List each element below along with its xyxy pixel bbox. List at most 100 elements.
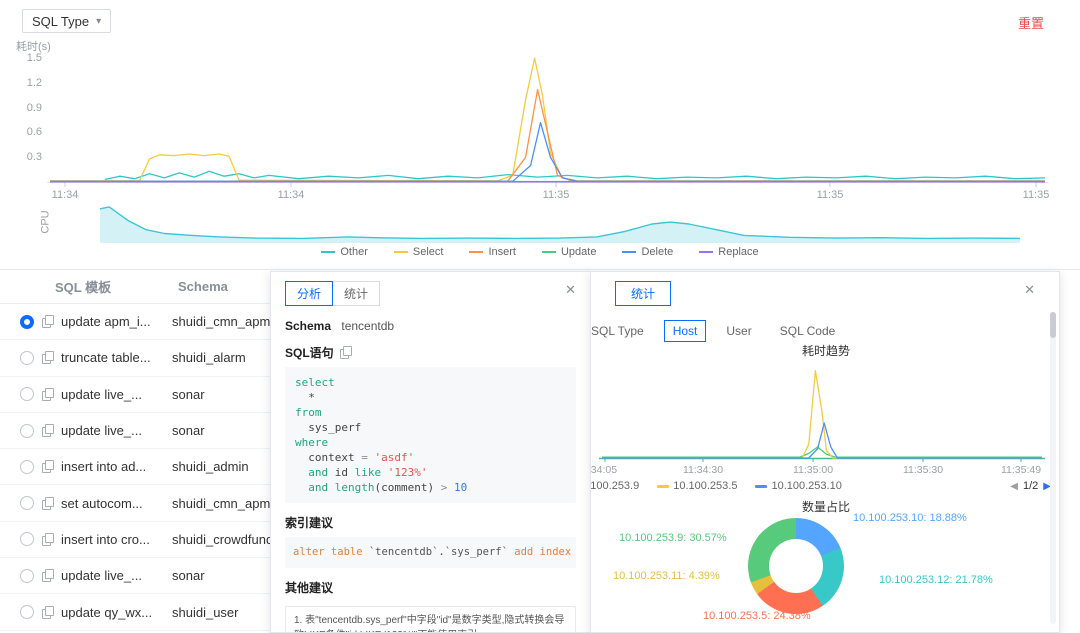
tab-user[interactable]: User [726, 324, 752, 338]
statistics-button[interactable]: 统计 [615, 281, 672, 306]
tab-sql-type[interactable]: SQL Type [591, 324, 644, 338]
legend-item[interactable]: Insert [469, 246, 516, 258]
legend-label: Update [560, 246, 597, 258]
section-divider [0, 269, 1080, 270]
close-icon[interactable]: ✕ [1024, 282, 1035, 297]
index-suggestion-label: 索引建议 [285, 516, 334, 530]
radio-button[interactable] [20, 532, 34, 547]
legend-item[interactable]: 10.100.253.5 [657, 480, 737, 492]
code-token [381, 466, 388, 479]
copy-icon[interactable] [42, 605, 54, 619]
code-token: (comment) [374, 481, 435, 494]
sql-table-body: update apm_i... shuidi_cmn_apm truncate ta… [0, 304, 270, 631]
legend-pagination: ◀ 1/2 ▶ [1010, 480, 1051, 492]
host-trend-chart [599, 369, 1045, 462]
trend-x-tick-label: 11:34:30 [682, 464, 724, 476]
sql-type-dropdown[interactable]: SQL Type ▾ [22, 9, 112, 33]
sql-template-text: insert into cro... [61, 531, 150, 547]
sql-template-text: update live_... [61, 568, 142, 584]
table-row[interactable]: update live_... sonar [0, 413, 270, 450]
copy-icon[interactable] [42, 532, 54, 546]
legend-item[interactable]: Other [321, 246, 368, 258]
sql-template-text: update qy_wx... [61, 604, 153, 620]
analysis-panel-tabs: 分析 统计 [271, 272, 590, 306]
sql-type-label: SQL Type [32, 13, 90, 29]
close-icon[interactable]: ✕ [565, 282, 576, 297]
schema-text: shuidi_cmn_apm [172, 314, 270, 330]
radio-button[interactable] [20, 496, 34, 511]
table-row[interactable]: insert into cro... shuidi_crowdfund [0, 522, 270, 559]
legend-marker [755, 484, 768, 488]
x-tick-label: 11:34 [277, 189, 305, 201]
donut-label: 10.100.253.9: 30.57% [619, 532, 727, 544]
legend-marker [657, 484, 670, 488]
copy-icon[interactable] [42, 351, 54, 365]
table-row[interactable]: update apm_i... shuidi_cmn_apm [0, 304, 270, 341]
statistics-panel: 统计 ✕ SQL Type Host User SQL Code 耗时趋势 11:34… [590, 271, 1060, 633]
schema-text: shuidi_crowdfund [172, 531, 270, 547]
tab-host[interactable]: Host [663, 320, 707, 342]
tab-sql-code[interactable]: SQL Code [779, 324, 836, 338]
table-row[interactable]: update live_... sonar [0, 558, 270, 595]
y-axis-label: 耗时(s) [16, 41, 51, 53]
sql-code-block: select * from sys_perf where context = 'as… [285, 367, 576, 503]
table-row[interactable]: set autocom... shuidi_cmn_apm [0, 485, 270, 522]
legend-marker [321, 251, 336, 253]
reset-button[interactable]: 重置 [1018, 16, 1045, 31]
legend-item[interactable]: Delete [622, 246, 673, 258]
legend-item[interactable]: 10.100.253.9 [591, 480, 639, 492]
copy-icon[interactable] [42, 424, 54, 438]
table-row[interactable]: insert into ad... shuidi_admin [0, 449, 270, 486]
copy-icon[interactable] [42, 569, 54, 583]
legend-item[interactable]: Select [393, 246, 443, 258]
y-tick-label: 0.3 [26, 151, 42, 164]
legend-marker [541, 251, 556, 253]
sql-template-table: SQL 模板 Schema update apm_i... shuidi_cmn_… [0, 270, 270, 633]
legend-marker [622, 251, 637, 253]
scrollbar-thumb[interactable] [1050, 312, 1056, 338]
legend-marker [469, 251, 484, 253]
page-next-icon[interactable]: ▶ [1043, 480, 1051, 492]
legend-item[interactable]: Replace [699, 246, 759, 258]
radio-button[interactable] [20, 423, 34, 438]
x-tick-label: 11:34 [51, 189, 79, 201]
table-row[interactable]: update qy_wx... shuidi_user [0, 594, 270, 631]
sql-statement-label-text: SQL语句 [285, 346, 334, 360]
radio-button[interactable] [20, 605, 34, 620]
legend-item[interactable]: 10.100.253.10 [755, 480, 842, 492]
code-token: id [328, 466, 355, 479]
copy-icon[interactable] [42, 315, 54, 329]
tab-analysis[interactable]: 分析 [285, 281, 334, 306]
x-tick-label: 11:35 [542, 189, 570, 201]
radio-button[interactable] [20, 350, 34, 365]
page-indicator: 1/2 [1023, 480, 1039, 492]
code-token: 'asdf' [374, 451, 415, 464]
copy-icon[interactable] [42, 460, 54, 474]
schema-text: shuidi_admin [172, 459, 249, 475]
code-token: add index [507, 546, 576, 558]
copy-icon[interactable] [339, 346, 352, 359]
code-token: `sys_perf` [444, 546, 508, 558]
radio-button[interactable] [20, 459, 34, 474]
tab-statistics[interactable]: 统计 [332, 281, 381, 306]
x-tick-label: 11:35 [816, 189, 844, 201]
donut-chart-title: 数量占比 [801, 500, 850, 514]
donut-label: 10.100.253.5: 24.38% [703, 610, 811, 622]
donut-label: 10.100.253.11: 4.39% [613, 570, 720, 582]
code-token: like [354, 466, 382, 479]
legend-item[interactable]: Update [541, 246, 597, 258]
radio-button[interactable] [20, 314, 34, 329]
code-token: sys_perf [295, 421, 362, 434]
radio-button[interactable] [20, 387, 34, 402]
copy-icon[interactable] [42, 496, 54, 510]
table-row[interactable]: update live_... sonar [0, 377, 270, 413]
page-prev-icon[interactable]: ◀ [1010, 480, 1018, 492]
copy-icon[interactable] [42, 387, 54, 401]
radio-button[interactable] [20, 568, 34, 583]
donut-label: 10.100.253.12: 21.78% [879, 574, 993, 586]
table-row[interactable]: truncate table... shuidi_alarm [0, 340, 270, 377]
scrollbar[interactable] [1050, 312, 1056, 624]
code-token: 10 [453, 481, 468, 494]
sql-template-text: set autocom... [61, 495, 143, 511]
